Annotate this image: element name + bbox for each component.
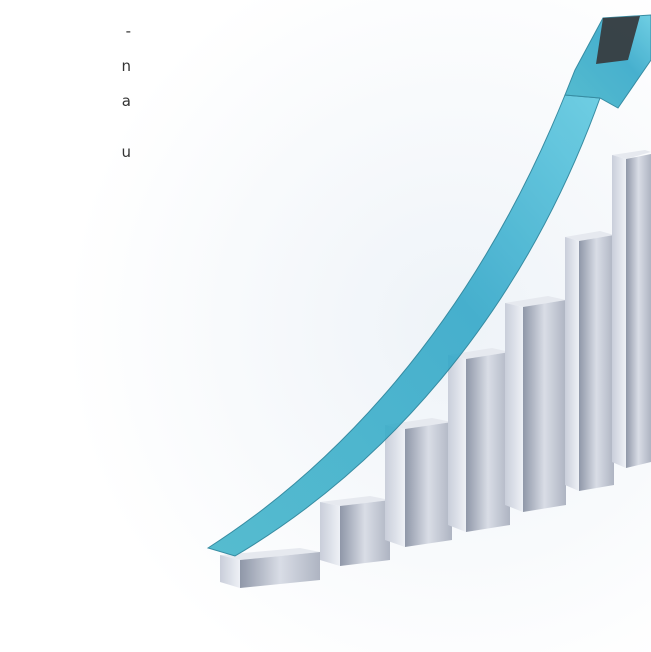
text-fragment: n bbox=[121, 57, 131, 75]
text-fragment: u bbox=[121, 143, 131, 161]
bar bbox=[220, 548, 320, 588]
text-fragment: a bbox=[121, 92, 131, 110]
arrow bbox=[206, 14, 651, 557]
bar bbox=[612, 150, 651, 468]
bar bbox=[565, 231, 614, 491]
bar bbox=[385, 418, 452, 547]
bar bbox=[505, 296, 566, 512]
bars bbox=[220, 150, 651, 588]
text-fragment: - bbox=[125, 22, 131, 40]
bar bbox=[320, 496, 390, 566]
bar bbox=[448, 348, 510, 532]
